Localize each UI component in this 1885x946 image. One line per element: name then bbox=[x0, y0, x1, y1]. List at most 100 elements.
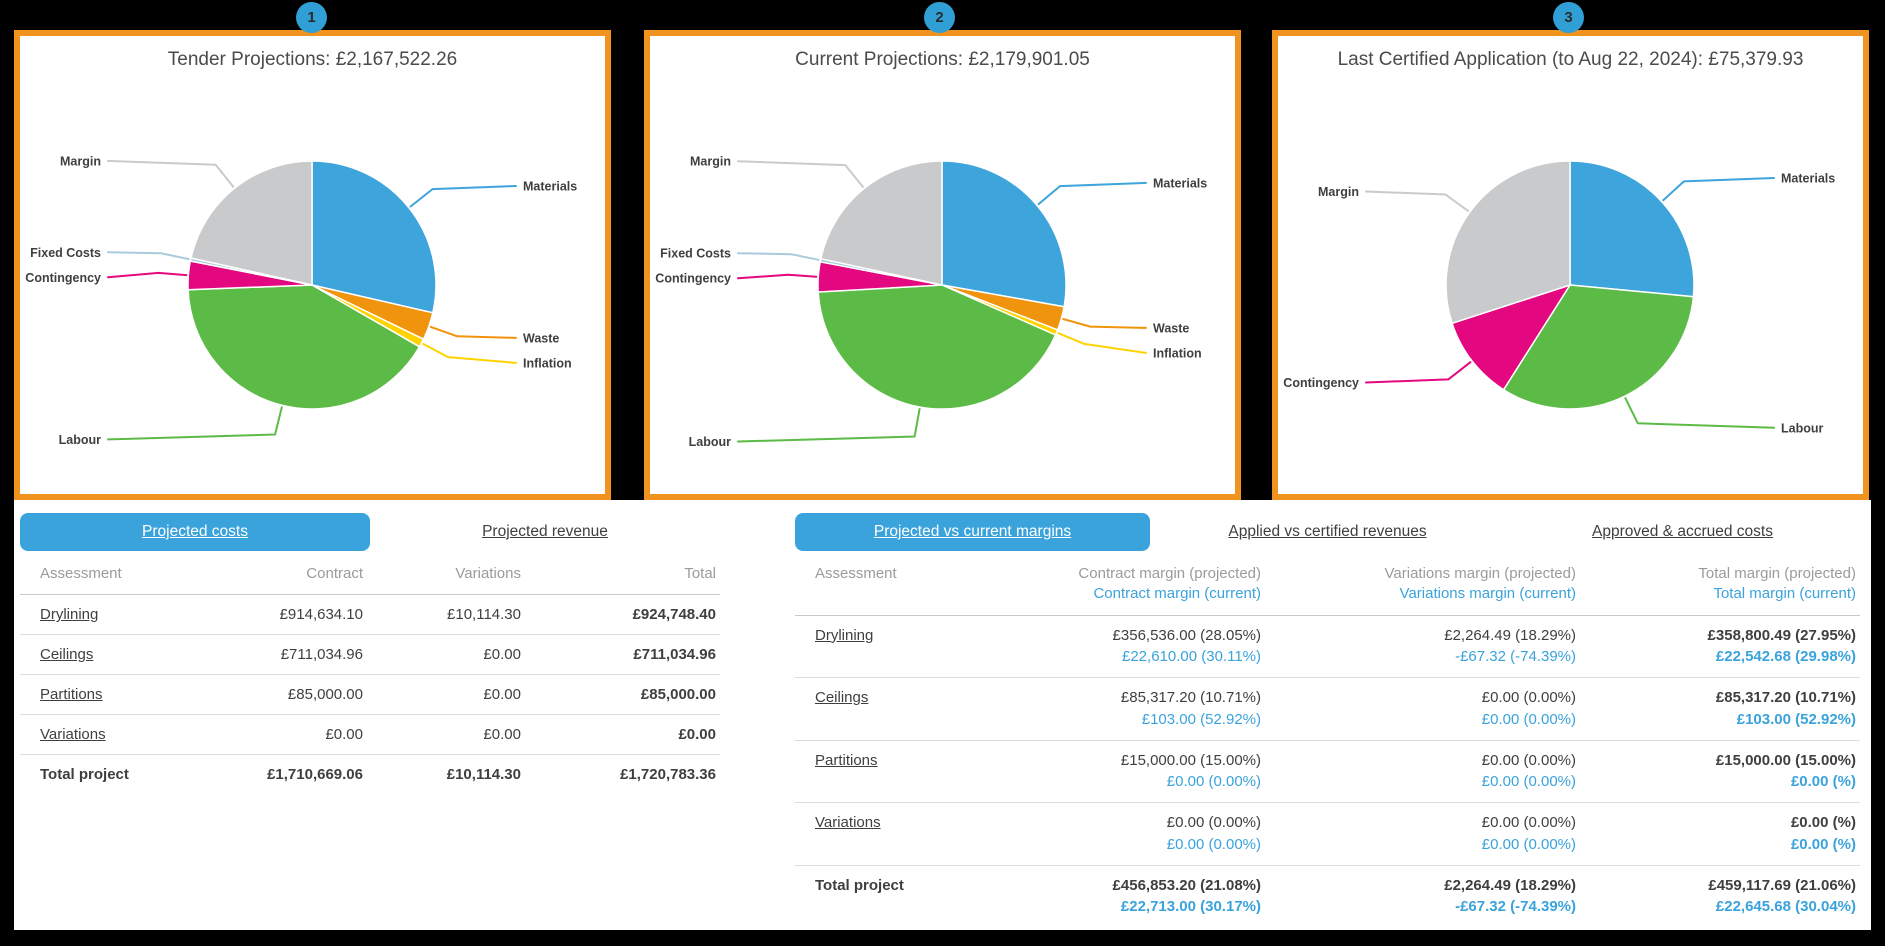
contract-margin-current: £103.00 (52.92%) bbox=[1141, 710, 1261, 728]
slice-label-waste: Waste bbox=[523, 331, 559, 345]
leader-line-waste bbox=[1062, 318, 1147, 329]
tab-projected-vs-current-margins[interactable]: Projected vs current margins bbox=[795, 513, 1150, 551]
total-margin-projected: £85,317.20 (10.71%) bbox=[1715, 689, 1856, 706]
assessment-link-drylining[interactable]: Drylining bbox=[815, 626, 874, 644]
slice-label-inflation: Inflation bbox=[523, 356, 572, 370]
leader-line-labour bbox=[737, 408, 921, 443]
contract-margin-projected: £456,853.20 (21.08%) bbox=[1112, 876, 1261, 894]
slice-label-margin: Margin bbox=[1318, 185, 1359, 199]
total-margin-value: £0.00 (%) £0.00 (%) bbox=[1580, 812, 1860, 856]
right-table-row-drylining: Drylining £356,536.00 (28.05%) £22,610.00 … bbox=[795, 616, 1860, 678]
header-variations-current: Variations margin (current) bbox=[1399, 585, 1576, 603]
variations-margin-current: £0.00 (0.00%) bbox=[1481, 835, 1576, 853]
tab-approved-accrued-costs[interactable]: Approved & accrued costs bbox=[1505, 513, 1860, 551]
leader-line-contingency bbox=[107, 271, 188, 279]
leader-line-labour bbox=[107, 406, 283, 441]
slice-label-fixed-costs: Fixed Costs bbox=[660, 247, 731, 261]
contract-value: £1,710,669.06 bbox=[267, 766, 363, 784]
assessment-link-partitions[interactable]: Partitions bbox=[815, 751, 878, 769]
variations-value: £10,114.30 bbox=[447, 606, 521, 624]
tab-projected-costs[interactable]: Projected costs bbox=[20, 513, 370, 551]
pie-slice-contingency[interactable] bbox=[1451, 283, 1572, 391]
pie-slice-materials[interactable] bbox=[311, 160, 437, 314]
pie-slice-labour[interactable] bbox=[817, 284, 1057, 410]
contract-margin-current: £22,713.00 (30.17%) bbox=[1120, 898, 1261, 916]
slice-label-margin: Margin bbox=[690, 155, 731, 169]
slice-label-contingency: Contingency bbox=[25, 271, 101, 285]
variations-margin-current: -£67.32 (-74.39%) bbox=[1455, 648, 1576, 666]
right-table-row-ceilings: Ceilings £85,317.20 (10.71%) £103.00 (52.9… bbox=[795, 678, 1860, 741]
assessment-link-variations[interactable]: Variations bbox=[815, 814, 881, 831]
header-variations-projected: Variations margin (projected) bbox=[1384, 565, 1576, 582]
contract-margin-current: £22,610.00 (30.11%) bbox=[1122, 648, 1261, 666]
header-total: Total bbox=[684, 565, 716, 582]
leader-line-materials bbox=[1037, 181, 1147, 206]
contract-margin-projected: £356,536.00 (28.05%) bbox=[1112, 626, 1261, 644]
slice-label-inflation: Inflation bbox=[1153, 346, 1202, 360]
total-margin-projected: £0.00 (%) bbox=[1790, 814, 1856, 831]
pie-slice-margin[interactable] bbox=[819, 160, 943, 286]
chart-panel-tender-projections: Materials Waste Inflation Margin Fixed Costs… bbox=[14, 30, 611, 500]
total-margin-projected: £459,117.69 (21.06%) bbox=[1708, 876, 1856, 894]
right-table-row-variations: Variations £0.00 (0.00%) £0.00 (0.00%) £0.0… bbox=[795, 803, 1860, 866]
pie-chart-current-projections[interactable]: Materials Waste Inflation Margin Fixed Costs… bbox=[650, 36, 1235, 494]
total-value: £85,000.00 bbox=[640, 686, 716, 704]
assessment-link-variations[interactable]: Variations bbox=[40, 726, 106, 744]
pie-chart-tender-projections[interactable]: Materials Waste Inflation Margin Fixed Costs… bbox=[20, 36, 605, 494]
assessment-link-partitions[interactable]: Partitions bbox=[40, 686, 103, 704]
right-table-body: Drylining £356,536.00 (28.05%) £22,610.00 … bbox=[795, 616, 1860, 928]
assessment-link-total-project: Total project bbox=[815, 876, 904, 894]
assessment-link-ceilings[interactable]: Ceilings bbox=[815, 689, 869, 706]
variations-value: £0.00 bbox=[483, 686, 521, 704]
leader-line-margin bbox=[1365, 190, 1470, 212]
total-margin-value: £15,000.00 (15.00%) £0.00 (%) bbox=[1580, 750, 1860, 794]
pie-slice-materials[interactable] bbox=[941, 160, 1067, 308]
contract-margin-current: £0.00 (0.00%) bbox=[1166, 835, 1261, 853]
right-table-header: Assessment Contract margin (projected) C… bbox=[795, 551, 1860, 616]
slice-label-waste: Waste bbox=[1153, 321, 1189, 335]
chart-title-tender: Tender Projections: £2,167,522.26 bbox=[167, 49, 458, 70]
leader-line-materials bbox=[1662, 177, 1775, 202]
pie-chart-last-certified[interactable]: Materials Labour Margin Contingency bbox=[1278, 36, 1863, 494]
variations-margin-projected: £0.00 (0.00%) bbox=[1481, 689, 1576, 706]
header-total-current: Total margin (current) bbox=[1713, 585, 1856, 603]
contract-margin-current: £0.00 (0.00%) bbox=[1166, 773, 1261, 791]
header-contract-current: Contract margin (current) bbox=[1093, 585, 1261, 603]
contract-margin-value: £85,317.20 (10.71%) £103.00 (52.92%) bbox=[980, 687, 1265, 731]
contract-margin-value: £456,853.20 (21.08%) £22,713.00 (30.17%) bbox=[980, 875, 1265, 919]
total-margin-value: £85,317.20 (10.71%) £103.00 (52.92%) bbox=[1580, 687, 1860, 731]
chart-title-current: Current Projections: £2,179,901.05 bbox=[795, 49, 1090, 70]
contract-value: £85,000.00 bbox=[287, 686, 363, 704]
left-table-row-ceilings: Ceilings £711,034.96 £0.00 £711,034.96 bbox=[20, 635, 720, 676]
left-table-row-total-project: Total project £1,710,669.06 £10,114.30 £1,7… bbox=[20, 755, 720, 794]
total-margin-projected: £15,000.00 (15.00%) bbox=[1715, 751, 1856, 769]
assessment-link-ceilings[interactable]: Ceilings bbox=[40, 646, 94, 664]
slice-label-contingency: Contingency bbox=[1283, 376, 1359, 390]
contract-value: £914,634.10 bbox=[279, 606, 363, 624]
tab-projected-revenue[interactable]: Projected revenue bbox=[370, 513, 720, 551]
total-margin-value: £358,800.49 (27.95%) £22,542.68 (29.98%) bbox=[1580, 625, 1860, 669]
tab-label: Applied vs certified revenues bbox=[1228, 523, 1427, 540]
leader-line-waste bbox=[429, 325, 517, 339]
total-value: £924,748.40 bbox=[632, 606, 716, 624]
variations-margin-value: £2,264.49 (18.29%) -£67.32 (-74.39%) bbox=[1265, 875, 1580, 919]
pie-slice-labour[interactable] bbox=[187, 284, 421, 410]
contract-value: £711,034.96 bbox=[280, 646, 363, 664]
pie-slice-margin[interactable] bbox=[190, 160, 313, 286]
chart-title-last-certified: Last Certified Application (to Aug 22, 2… bbox=[1337, 49, 1804, 70]
tab-applied-vs-certified-revenues[interactable]: Applied vs certified revenues bbox=[1150, 513, 1505, 551]
contract-margin-value: £15,000.00 (15.00%) £0.00 (0.00%) bbox=[980, 750, 1265, 794]
pie-slice-margin[interactable] bbox=[1445, 160, 1571, 325]
chart-panel-last-certified: Materials Labour Margin Contingency Last Ce… bbox=[1272, 30, 1869, 500]
variations-margin-value: £0.00 (0.00%) £0.00 (0.00%) bbox=[1265, 812, 1580, 856]
total-margin-current: £103.00 (52.92%) bbox=[1736, 710, 1856, 728]
assessment-link-drylining[interactable]: Drylining bbox=[40, 606, 99, 624]
leader-line-inflation bbox=[422, 343, 517, 364]
leader-line-margin bbox=[737, 160, 864, 188]
variations-margin-current: £0.00 (0.00%) bbox=[1481, 710, 1576, 728]
header-variations: Variations bbox=[455, 565, 521, 582]
right-table-row-partitions: Partitions £15,000.00 (15.00%) £0.00 (0.00… bbox=[795, 741, 1860, 803]
pie-slice-materials[interactable] bbox=[1569, 160, 1695, 298]
tab-label: Projected vs current margins bbox=[873, 523, 1072, 540]
